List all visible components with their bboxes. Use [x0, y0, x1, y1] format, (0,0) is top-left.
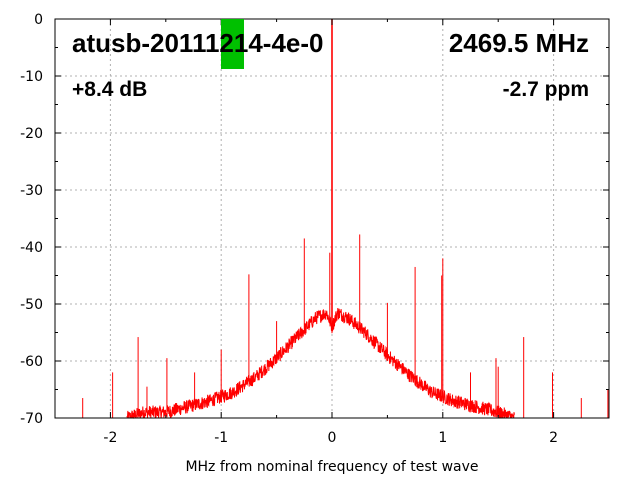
y-tick-label: -60	[20, 354, 43, 370]
frequency-annotation: 2469.5 MHz	[449, 28, 589, 58]
spur-layer	[82, 19, 609, 418]
gain-annotation: +8.4 dB	[72, 78, 147, 101]
x-tick-label: 1	[438, 430, 447, 446]
green-marker	[221, 19, 244, 69]
y-tick-label: -20	[20, 126, 43, 142]
device-name-annotation: atusb-20111214-4e-0	[72, 28, 324, 58]
axis-ticks: -2 -1 0 1 20-10-20-30-40-50-60-70	[20, 12, 610, 446]
x-axis-label: MHz from nominal frequency of test wave	[185, 459, 478, 475]
y-tick-label: -40	[20, 240, 43, 256]
y-tick-label: 0	[34, 12, 43, 28]
noise-floor-layer	[126, 307, 515, 419]
plot-frame	[54, 18, 610, 419]
y-tick-label: -10	[20, 69, 43, 85]
y-tick-label: -70	[20, 411, 43, 427]
y-tick-label: -30	[20, 183, 43, 199]
x-tick-label: -2	[103, 430, 117, 446]
x-tick-label: 2	[549, 430, 558, 446]
y-tick-label: -50	[20, 297, 43, 313]
x-tick-label: -1	[214, 430, 228, 446]
x-tick-label: 0	[328, 430, 337, 446]
noise-floor-trace	[126, 307, 515, 419]
offset-annotation: -2.7 ppm	[503, 78, 589, 101]
